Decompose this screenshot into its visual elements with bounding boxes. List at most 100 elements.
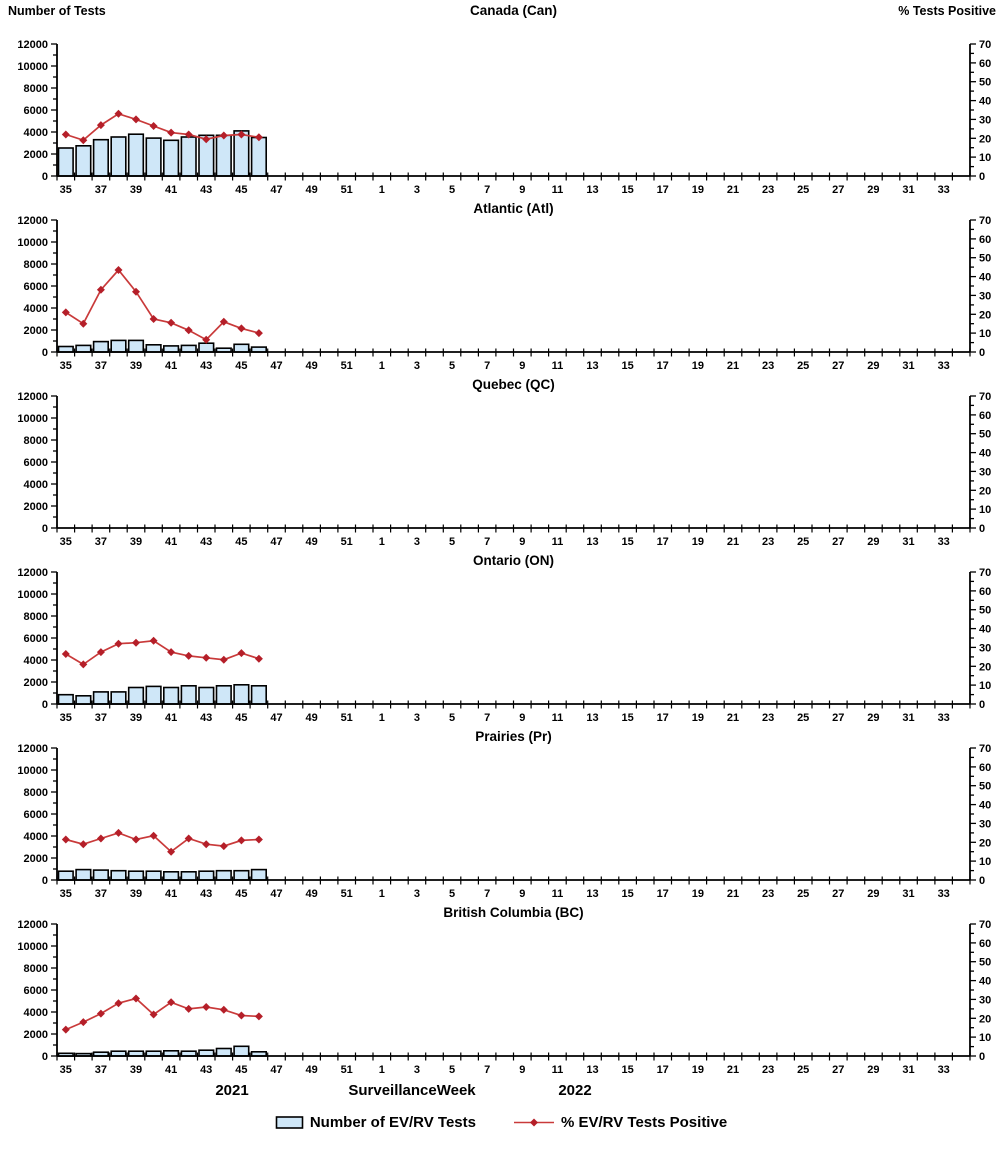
svg-text:0: 0: [979, 875, 985, 887]
pct-positive-marker: [96, 121, 105, 130]
svg-text:40: 40: [979, 976, 991, 988]
svg-text:0: 0: [979, 523, 985, 535]
pct-positive-marker: [167, 847, 176, 856]
svg-text:0: 0: [42, 171, 48, 183]
legend-bar-swatch: [275, 1116, 304, 1129]
svg-text:21: 21: [727, 360, 739, 372]
ontario-chart: 0 2000 4000 6000 8000 10000 12000 0 10 20 30 40 50 60…: [17, 567, 991, 724]
svg-text:17: 17: [657, 712, 669, 724]
pct-positive-marker: [132, 287, 140, 296]
svg-text:0: 0: [979, 347, 985, 359]
svg-text:5: 5: [449, 184, 455, 196]
pct-positive-line: [61, 828, 263, 856]
svg-text:25: 25: [797, 184, 809, 196]
svg-text:2000: 2000: [24, 1029, 48, 1041]
svg-text:35: 35: [60, 712, 72, 724]
svg-text:8000: 8000: [24, 787, 48, 799]
svg-text:13: 13: [586, 712, 598, 724]
svg-text:60: 60: [979, 58, 991, 70]
pct-positive-marker: [149, 122, 158, 130]
svg-text:11: 11: [552, 184, 564, 196]
svg-text:30: 30: [979, 290, 991, 302]
pct-positive-marker: [167, 128, 176, 137]
svg-text:10: 10: [979, 1032, 991, 1044]
svg-text:49: 49: [305, 888, 317, 900]
svg-text:37: 37: [95, 536, 107, 548]
pct-positive-marker: [149, 315, 158, 323]
svg-text:39: 39: [130, 360, 142, 372]
tests-bar: [92, 340, 109, 353]
svg-text:47: 47: [270, 184, 282, 196]
pct-positive-line: [61, 994, 263, 1034]
svg-text:0: 0: [979, 171, 985, 183]
axes: [51, 747, 976, 885]
svg-text:29: 29: [867, 888, 879, 900]
chart-footer: 2021 SurveillanceWeek 2022 Number of EV/…: [0, 1078, 1002, 1170]
pct-positive-marker: [96, 834, 105, 843]
tests-bar: [180, 344, 197, 353]
svg-text:1: 1: [379, 184, 385, 196]
svg-text:10000: 10000: [17, 941, 48, 953]
tests-bar: [215, 134, 232, 177]
pct-positive-marker: [237, 130, 246, 139]
svg-text:51: 51: [341, 360, 353, 372]
svg-text:45: 45: [235, 184, 247, 196]
svg-text:13: 13: [586, 536, 598, 548]
pct-positive-marker: [237, 836, 246, 845]
pct-positive-marker: [254, 1012, 263, 1021]
svg-text:43: 43: [200, 536, 212, 548]
svg-text:37: 37: [95, 1064, 107, 1076]
svg-text:13: 13: [586, 1064, 598, 1076]
svg-text:1: 1: [379, 360, 385, 372]
tests-bar: [57, 147, 74, 177]
svg-text:35: 35: [60, 360, 72, 372]
svg-text:40: 40: [979, 448, 991, 460]
pct-positive-marker: [184, 651, 193, 660]
svg-text:0: 0: [979, 1051, 985, 1063]
pct-positive-marker: [184, 834, 193, 843]
tests-bar: [163, 139, 180, 177]
svg-text:51: 51: [341, 1064, 353, 1076]
svg-text:41: 41: [165, 888, 177, 900]
tests-bar: [163, 686, 180, 705]
pct-positive-marker: [79, 660, 88, 669]
svg-text:70: 70: [979, 39, 991, 51]
pct-positive-marker: [132, 115, 140, 124]
tests-bar: [145, 137, 162, 177]
svg-text:20: 20: [979, 309, 991, 321]
svg-text:15: 15: [621, 712, 633, 724]
svg-text:9: 9: [519, 360, 525, 372]
tests-bars: [57, 1045, 268, 1057]
svg-text:40: 40: [979, 624, 991, 636]
svg-text:11: 11: [552, 360, 564, 372]
svg-text:10000: 10000: [17, 413, 48, 425]
svg-text:30: 30: [979, 642, 991, 654]
svg-text:30: 30: [979, 114, 991, 126]
svg-text:9: 9: [519, 1064, 525, 1076]
svg-text:23: 23: [762, 712, 774, 724]
svg-text:9: 9: [519, 712, 525, 724]
pct-positive-marker: [96, 648, 105, 657]
svg-text:33: 33: [938, 536, 950, 548]
pct-positive-marker: [114, 828, 123, 837]
svg-text:41: 41: [165, 184, 177, 196]
svg-text:41: 41: [165, 360, 177, 372]
pct-positive-marker: [79, 840, 88, 849]
quebec-chart: 0 2000 4000 6000 8000 10000 12000 0 10 20 30 40 50 60…: [17, 391, 991, 548]
svg-text:1: 1: [379, 536, 385, 548]
svg-text:17: 17: [657, 184, 669, 196]
pct-positive-marker: [254, 329, 263, 338]
svg-text:23: 23: [762, 888, 774, 900]
svg-text:23: 23: [762, 360, 774, 372]
svg-text:39: 39: [130, 712, 142, 724]
pct-positive-marker: [149, 636, 158, 645]
svg-text:27: 27: [832, 712, 844, 724]
svg-text:29: 29: [867, 184, 879, 196]
svg-text:1: 1: [379, 1064, 385, 1076]
svg-text:12000: 12000: [17, 215, 48, 227]
svg-text:35: 35: [60, 536, 72, 548]
svg-text:7: 7: [484, 1064, 490, 1076]
tests-bar: [198, 870, 215, 881]
svg-text:11: 11: [552, 712, 564, 724]
svg-text:3: 3: [414, 712, 420, 724]
